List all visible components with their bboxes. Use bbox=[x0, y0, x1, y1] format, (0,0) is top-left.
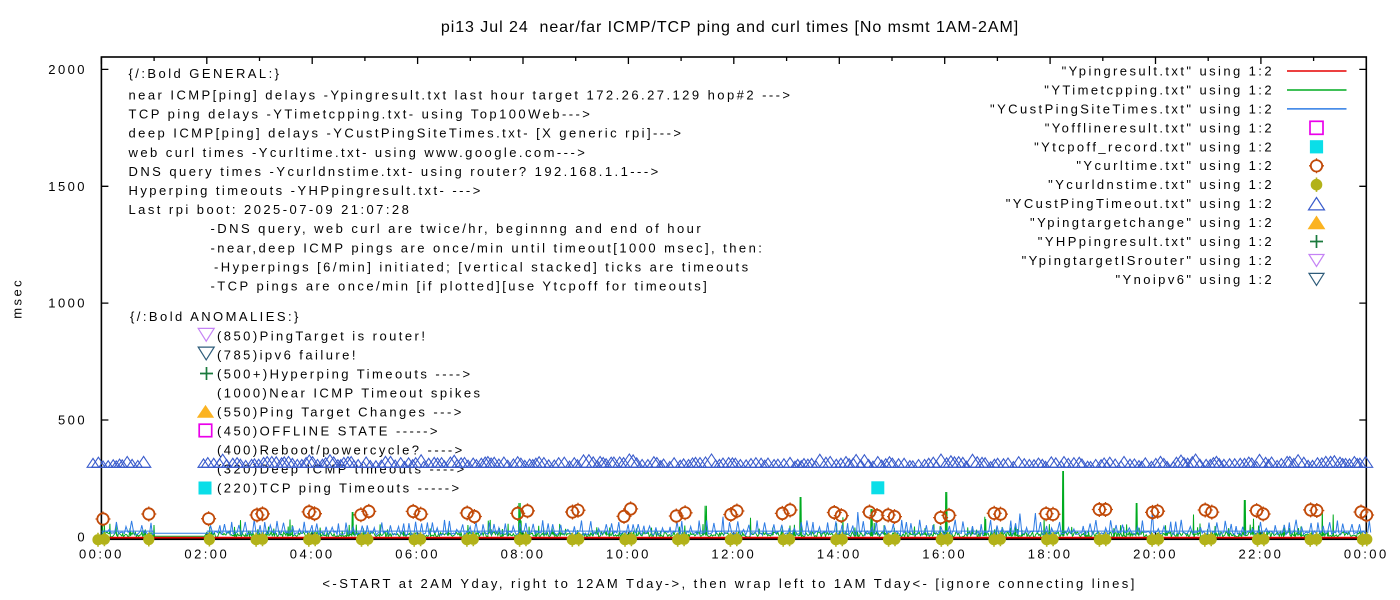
svg-text:"Ytcpoff_record.txt" using 1:2: "Ytcpoff_record.txt" using 1:2 bbox=[1034, 139, 1274, 154]
svg-text:2000: 2000 bbox=[48, 62, 87, 77]
svg-text:-TCP pings are once/min [if pl: -TCP pings are once/min [if plotted][use… bbox=[211, 279, 710, 294]
svg-text:10:00: 10:00 bbox=[606, 547, 651, 562]
svg-text:{/:Bold GENERAL:}: {/:Bold GENERAL:} bbox=[129, 66, 282, 81]
svg-text:"Yofflineresult.txt" using 1:2: "Yofflineresult.txt" using 1:2 bbox=[1045, 120, 1274, 135]
svg-text:"YpingtargetISrouter" using 1:: "YpingtargetISrouter" using 1:2 bbox=[1022, 253, 1274, 268]
svg-text:20:00: 20:00 bbox=[1133, 547, 1178, 562]
svg-text:"YTimetcpping.txt" using 1:2: "YTimetcpping.txt" using 1:2 bbox=[1044, 83, 1274, 98]
svg-text:(450)OFFLINE STATE ----->: (450)OFFLINE STATE -----> bbox=[217, 424, 440, 439]
svg-text:08:00: 08:00 bbox=[501, 547, 546, 562]
svg-text:1000: 1000 bbox=[48, 296, 87, 311]
svg-text:Last rpi boot: 2025-07-09 21:0: Last rpi boot: 2025-07-09 21:07:28 bbox=[129, 202, 412, 217]
svg-text:(400)Reboot/powercycle? ---->: (400)Reboot/powercycle? ----> bbox=[217, 443, 465, 458]
svg-text:12:00: 12:00 bbox=[711, 547, 756, 562]
svg-text:06:00: 06:00 bbox=[395, 547, 440, 562]
svg-text:{/:Bold ANOMALIES:}: {/:Bold ANOMALIES:} bbox=[130, 309, 301, 324]
svg-text:deep ICMP[ping] delays -YCustP: deep ICMP[ping] delays -YCustPingSiteTim… bbox=[129, 126, 684, 141]
svg-text:22:00: 22:00 bbox=[1239, 547, 1284, 562]
svg-text:"Ycurltime.txt" using 1:2: "Ycurltime.txt" using 1:2 bbox=[1076, 158, 1274, 173]
svg-text:1500: 1500 bbox=[48, 179, 87, 194]
svg-text:"YCustPingTimeout.txt" using 1: "YCustPingTimeout.txt" using 1:2 bbox=[1006, 196, 1274, 211]
svg-text:"Ypingresult.txt" using 1:2: "Ypingresult.txt" using 1:2 bbox=[1062, 64, 1274, 79]
svg-text:Hyperping timeouts -YHPpingres: Hyperping timeouts -YHPpingresult.txt- -… bbox=[129, 183, 483, 198]
svg-text:16:00: 16:00 bbox=[922, 547, 967, 562]
svg-text:"Ynoipv6" using 1:2: "Ynoipv6" using 1:2 bbox=[1115, 272, 1274, 287]
svg-text:msec: msec bbox=[10, 278, 25, 319]
svg-text:18:00: 18:00 bbox=[1028, 547, 1073, 562]
svg-text:-near,deep ICMP pings are once: -near,deep ICMP pings are once/min until… bbox=[211, 240, 765, 255]
svg-text:14:00: 14:00 bbox=[817, 547, 862, 562]
svg-text:00:00: 00:00 bbox=[1344, 547, 1389, 562]
svg-text:04:00: 04:00 bbox=[290, 547, 335, 562]
svg-text:"Ycurldnstime.txt" using 1:2: "Ycurldnstime.txt" using 1:2 bbox=[1048, 177, 1274, 192]
svg-text:00:00: 00:00 bbox=[79, 547, 124, 562]
svg-text:TCP ping delays -YTimetcpping.: TCP ping delays -YTimetcpping.txt- using… bbox=[129, 107, 593, 122]
svg-text:web curl times -Ycurltime.txt-: web curl times -Ycurltime.txt- using www… bbox=[128, 145, 588, 160]
svg-text:DNS query times -Ycurldnstime.: DNS query times -Ycurldnstime.txt- using… bbox=[129, 164, 661, 179]
svg-text:(1000)Near ICMP Timeout spikes: (1000)Near ICMP Timeout spikes bbox=[217, 386, 482, 401]
svg-text:near ICMP[ping] delays -Ypingr: near ICMP[ping] delays -Ypingresult.txt … bbox=[129, 88, 793, 103]
svg-text:"YHPpingresult.txt" using 1:2: "YHPpingresult.txt" using 1:2 bbox=[1038, 234, 1274, 249]
svg-text:"Ypingtargetchange" using 1:2: "Ypingtargetchange" using 1:2 bbox=[1030, 215, 1274, 230]
svg-text:"YCustPingSiteTimes.txt" using: "YCustPingSiteTimes.txt" using 1:2 bbox=[990, 101, 1274, 116]
svg-text:<-START at 2AM Yday, right to: <-START at 2AM Yday, right to 12AM Tday-… bbox=[322, 576, 1136, 591]
svg-text:(850)PingTarget is router!: (850)PingTarget is router! bbox=[217, 329, 427, 344]
svg-text:pi13 Jul 24 near/far ICMP/TCP: pi13 Jul 24 near/far ICMP/TCP ping and c… bbox=[441, 19, 1019, 36]
svg-text:0: 0 bbox=[77, 529, 87, 544]
svg-text:(550)Ping Target Changes --->: (550)Ping Target Changes ---> bbox=[217, 405, 464, 420]
svg-text:(220)TCP ping Timeouts ----->: (220)TCP ping Timeouts -----> bbox=[217, 481, 462, 496]
svg-text:-DNS query, web curl are twice: -DNS query, web curl are twice/hr, begin… bbox=[211, 221, 704, 236]
svg-text:-Hyperpings [6/min] initiated;: -Hyperpings [6/min] initiated; [vertical… bbox=[214, 259, 751, 274]
svg-text:(500+)Hyperping Timeouts ---->: (500+)Hyperping Timeouts ----> bbox=[217, 367, 473, 382]
svg-text:(785)ipv6 failure!: (785)ipv6 failure! bbox=[217, 348, 358, 363]
svg-text:500: 500 bbox=[58, 413, 87, 428]
svg-text:02:00: 02:00 bbox=[184, 547, 229, 562]
